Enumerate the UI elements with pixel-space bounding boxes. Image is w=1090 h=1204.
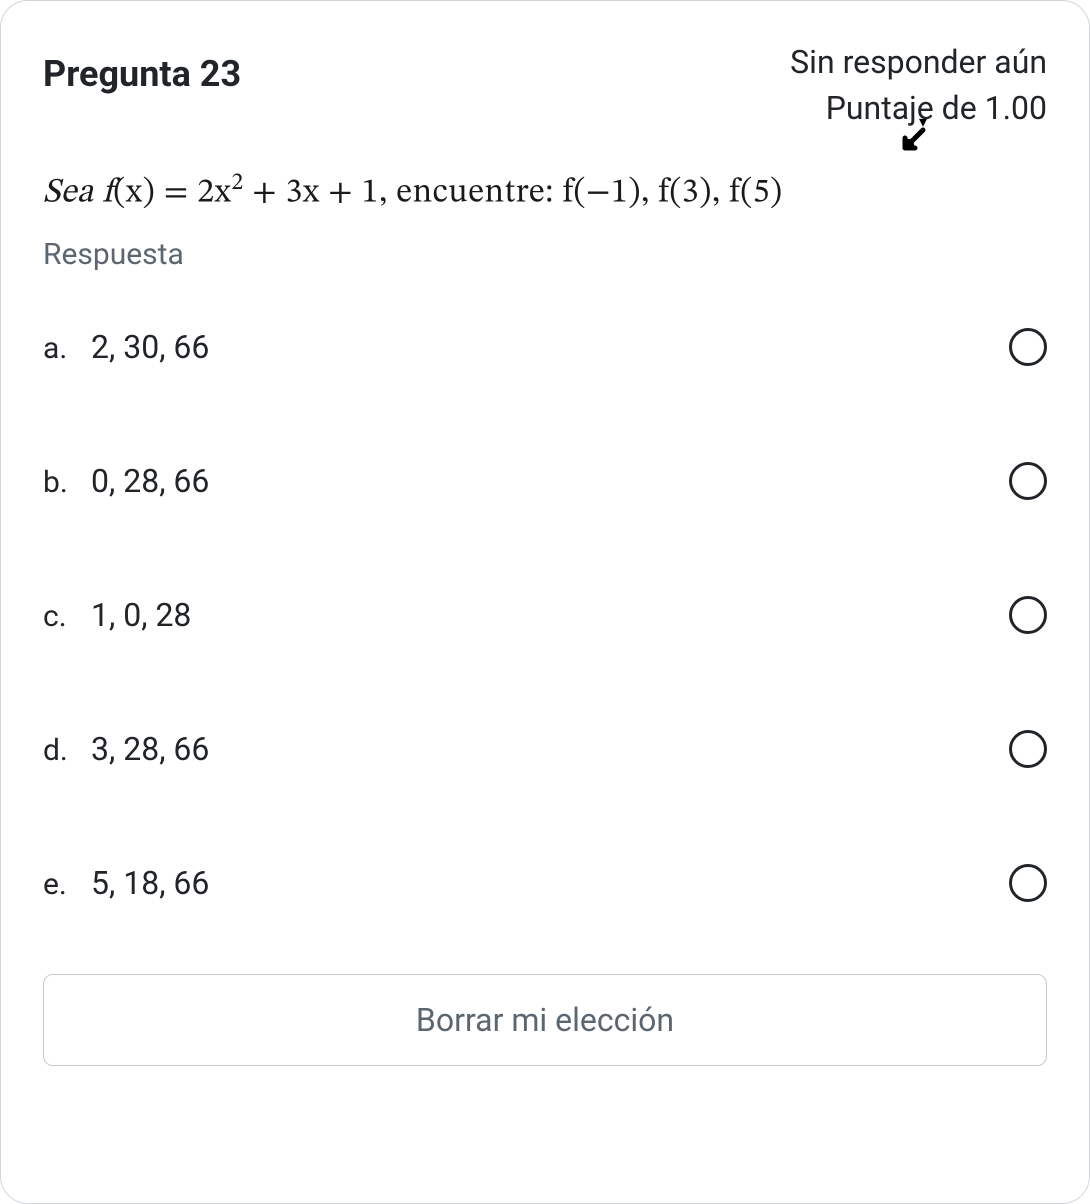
option-letter: c. [43, 599, 73, 634]
question-number: Pregunta 23 [43, 39, 241, 95]
option-c[interactable]: c. 1, 0, 28 [43, 596, 1047, 634]
formula-text: Sea f(x) = 2x2 + 3x + 1, encuentre: f(−1… [43, 168, 1047, 215]
option-content: e. 5, 18, 66 [43, 864, 209, 902]
clear-choice-button[interactable]: Borrar mi elección [43, 974, 1047, 1066]
question-header: Pregunta 23 Sin responder aún Puntaje de… [43, 39, 1047, 132]
option-letter: b. [43, 465, 73, 500]
option-d[interactable]: d. 3, 28, 66 [43, 730, 1047, 768]
answer-label: Respuesta [43, 237, 1047, 272]
option-letter: d. [43, 733, 73, 768]
pointer-arrow-icon: ▾ [895, 124, 929, 164]
option-text: 0, 28, 66 [91, 462, 209, 500]
question-card: Pregunta 23 Sin responder aún Puntaje de… [0, 0, 1090, 1204]
option-text: 1, 0, 28 [91, 596, 191, 634]
radio-icon[interactable] [1009, 864, 1047, 902]
radio-icon[interactable] [1009, 730, 1047, 768]
option-text: 2, 30, 66 [91, 328, 209, 366]
option-b[interactable]: b. 0, 28, 66 [43, 462, 1047, 500]
option-text: 5, 18, 66 [91, 864, 209, 902]
option-e[interactable]: e. 5, 18, 66 [43, 864, 1047, 902]
option-text: 3, 28, 66 [91, 730, 209, 768]
option-content: a. 2, 30, 66 [43, 328, 209, 366]
radio-icon[interactable] [1009, 462, 1047, 500]
question-prompt: ▾ Sea f(x) = 2x2 + 3x + 1, encuentre: f(… [43, 168, 1047, 215]
option-content: d. 3, 28, 66 [43, 730, 209, 768]
radio-icon[interactable] [1009, 596, 1047, 634]
radio-icon[interactable] [1009, 328, 1047, 366]
option-letter: a. [43, 331, 73, 366]
option-content: c. 1, 0, 28 [43, 596, 191, 634]
tick-mark-icon: ▾ [919, 114, 927, 130]
status-unanswered: Sin responder aún [790, 39, 1047, 85]
option-a[interactable]: a. 2, 30, 66 [43, 328, 1047, 366]
options-list: a. 2, 30, 66 b. 0, 28, 66 c. 1, 0, 28 d.… [43, 328, 1047, 902]
option-content: b. 0, 28, 66 [43, 462, 209, 500]
option-letter: e. [43, 867, 73, 902]
